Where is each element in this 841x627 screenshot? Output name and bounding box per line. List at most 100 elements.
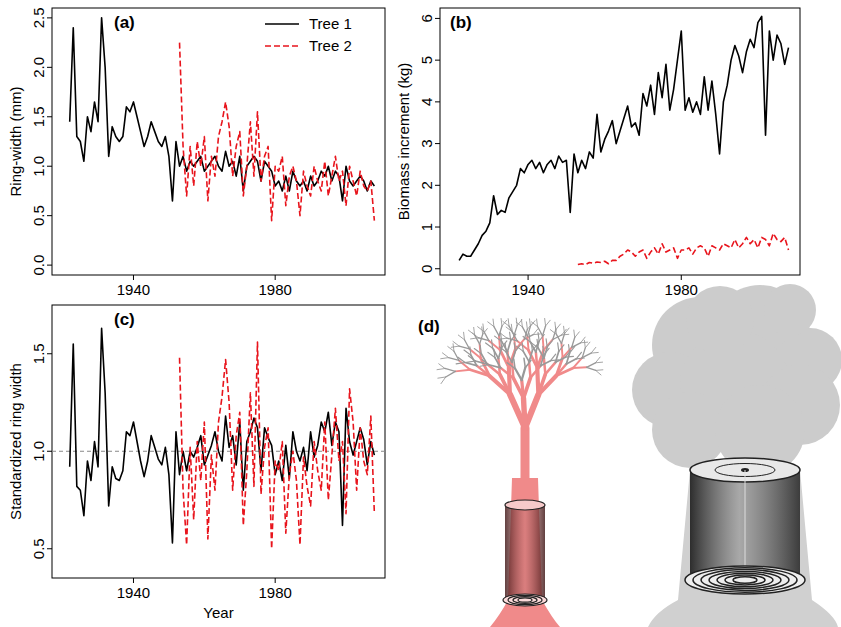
red-branch xyxy=(515,369,522,381)
red-branch xyxy=(494,349,495,357)
grey-axis xyxy=(745,470,746,580)
red-branch xyxy=(514,359,515,368)
red-branch xyxy=(439,364,445,369)
red-branch xyxy=(482,324,484,332)
red-branch xyxy=(470,347,471,355)
panel-letter: (d) xyxy=(418,317,440,336)
x-tick-label: 1940 xyxy=(117,281,150,298)
red-branch xyxy=(524,358,525,367)
grey-ring xyxy=(709,571,781,588)
legend-swatch xyxy=(265,45,299,47)
red-branch xyxy=(445,368,455,371)
red-branch xyxy=(573,330,575,338)
red-branch xyxy=(587,363,596,368)
red-branch xyxy=(522,327,527,336)
red-branch xyxy=(527,336,528,350)
red-branch xyxy=(500,374,510,394)
red-branch xyxy=(441,358,449,359)
grey-ring xyxy=(701,570,789,591)
y-tick-label: 2.0 xyxy=(30,57,47,78)
red-branch xyxy=(472,333,478,338)
red-branch xyxy=(566,359,576,364)
red-branch xyxy=(499,338,507,339)
x-tick xyxy=(133,578,134,583)
y-tick xyxy=(435,227,440,228)
series-line xyxy=(70,328,375,543)
red-branch xyxy=(565,356,573,358)
y-tick-label: 0 xyxy=(418,265,435,273)
y-tick xyxy=(47,166,52,167)
tree-diagram xyxy=(437,284,841,627)
red-branch xyxy=(544,358,545,374)
red-branch xyxy=(551,359,559,361)
red-branch xyxy=(454,351,459,360)
red-branch xyxy=(544,318,546,326)
red-ring xyxy=(508,595,542,604)
y-tick xyxy=(47,67,52,68)
panel-letter: (c) xyxy=(114,310,135,329)
red-branch xyxy=(561,344,562,358)
x-tick-label: 1940 xyxy=(511,281,544,298)
red-branch xyxy=(468,356,475,361)
red-branch xyxy=(471,338,479,339)
y-tick xyxy=(47,265,52,266)
y-tick xyxy=(47,215,52,216)
red-branch xyxy=(513,378,523,398)
y-tick xyxy=(47,451,52,452)
y-tick xyxy=(435,101,440,102)
red-branch xyxy=(501,319,503,327)
red-cylinder xyxy=(505,505,545,600)
red-branch xyxy=(591,347,596,353)
grey-trunk xyxy=(648,470,838,627)
legend-swatch xyxy=(265,23,299,25)
red-branch xyxy=(514,343,515,351)
red-branch xyxy=(564,328,569,334)
y-axis-title: Biomass increment (kg) xyxy=(395,63,412,221)
x-tick-label: 1940 xyxy=(117,584,150,601)
y-tick-label: 3 xyxy=(418,139,435,147)
legend-label: Tree 1 xyxy=(309,15,352,32)
red-branch xyxy=(582,353,591,358)
red-branch xyxy=(585,342,590,348)
red-branch xyxy=(498,347,501,358)
y-tick xyxy=(47,353,52,354)
red-branch xyxy=(521,428,530,478)
red-branch xyxy=(532,344,537,350)
grey-ring xyxy=(725,575,765,585)
y-tick xyxy=(47,17,52,18)
panel: 194019800.51.01.5YearStandardized ring w… xyxy=(7,305,385,621)
grey-ring xyxy=(693,568,797,592)
red-branch xyxy=(505,344,506,352)
red-branch xyxy=(466,361,475,362)
legend: Tree 1 Tree 2 xyxy=(265,15,352,54)
red-ring xyxy=(518,598,532,602)
red-branch xyxy=(480,345,481,353)
red-branch xyxy=(458,357,465,362)
plot-frame xyxy=(440,8,800,275)
panel: 194019800123456Biomass increment (kg)(b) xyxy=(395,8,800,298)
red-cylinder-top xyxy=(505,500,545,510)
red-branch xyxy=(480,365,489,366)
red-branch xyxy=(522,368,526,380)
grey-ring xyxy=(717,573,773,587)
y-tick xyxy=(435,143,440,144)
red-branch xyxy=(536,319,538,327)
y-tick-label: 0.5 xyxy=(30,538,47,559)
y-tick-label: 2.5 xyxy=(30,7,47,28)
x-tick-label: 1980 xyxy=(258,281,291,298)
red-branch xyxy=(529,362,530,378)
red-branch xyxy=(521,319,523,327)
x-tick xyxy=(275,578,276,583)
plot-area xyxy=(70,18,375,221)
y-tick-label: 0.5 xyxy=(30,205,47,226)
red-branch xyxy=(525,360,531,367)
red-branch xyxy=(453,341,459,346)
red-branch xyxy=(529,333,530,341)
red-branch xyxy=(437,368,445,369)
red-branch xyxy=(573,366,586,369)
red-branch xyxy=(477,366,490,376)
red-branch xyxy=(507,341,510,352)
legend-label: Tree 2 xyxy=(309,37,352,54)
x-tick xyxy=(133,275,134,280)
y-tick xyxy=(435,18,440,19)
